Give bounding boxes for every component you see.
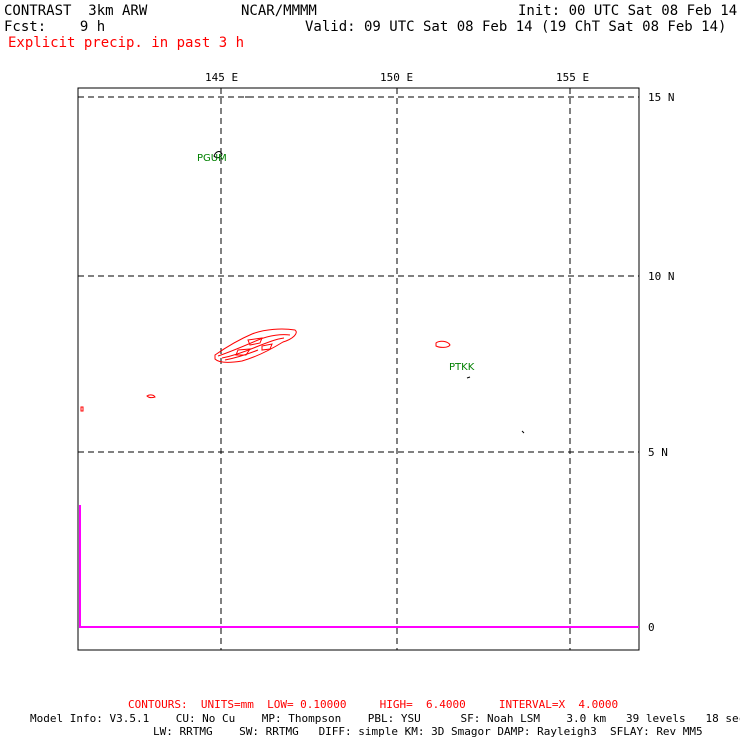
- contour-west: [146, 394, 156, 399]
- map-frame: [77, 87, 640, 651]
- org-label: NCAR/MMMM: [241, 3, 317, 19]
- contours-legend: CONTOURS: UNITS=mm LOW= 0.10000 HIGH= 6.…: [128, 698, 619, 711]
- boundary-line: [79, 505, 639, 628]
- precip-contours: [80, 328, 451, 412]
- station-labels: PGUM PTKK: [197, 153, 475, 373]
- contour-edge: [80, 406, 84, 412]
- valid-time: Valid: 09 UTC Sat 08 Feb 14 (19 ChT Sat …: [305, 19, 727, 35]
- contour-cell-3: [235, 348, 251, 356]
- lat-label-10n: 10 N: [648, 270, 675, 283]
- lat-label-15n: 15 N: [648, 91, 675, 104]
- model-info-line-2: LW: RRTMG SW: RRTMG DIFF: simple KM: 3D …: [153, 725, 703, 738]
- coastline: [213, 96, 525, 434]
- forecast-hour: Fcst: 9 h: [4, 19, 106, 35]
- contour-band-inner-2: [221, 337, 285, 359]
- lat-lon-grid: [78, 88, 639, 650]
- station-ptkk: PTKK: [449, 362, 475, 373]
- lon-label-150: 150 E: [380, 71, 414, 84]
- station-pgum: PGUM: [197, 153, 227, 164]
- contour-east: [435, 340, 451, 348]
- lon-label-145: 145 E: [205, 71, 239, 84]
- model-info-line-1: Model Info: V3.5.1 CU: No Cu MP: Thompso…: [30, 712, 740, 725]
- contour-band-outer: [214, 328, 297, 363]
- contour-cell-1: [247, 337, 263, 346]
- model-title: CONTRAST 3km ARW: [4, 3, 148, 19]
- lat-label-0: 0: [648, 621, 655, 634]
- lat-label-5n: 5 N: [648, 446, 668, 459]
- island-guam: [213, 151, 223, 159]
- field-title: Explicit precip. in past 3 h: [8, 35, 245, 51]
- island-chuuk: [466, 376, 471, 379]
- lon-label-155: 155 E: [556, 71, 590, 84]
- island-pohnpei: [521, 430, 525, 434]
- contour-band-inner-1: [217, 334, 291, 357]
- contour-band-inner-3: [224, 349, 259, 361]
- contour-cell-2: [261, 343, 273, 351]
- init-time: Init: 00 UTC Sat 08 Feb 14: [518, 3, 738, 19]
